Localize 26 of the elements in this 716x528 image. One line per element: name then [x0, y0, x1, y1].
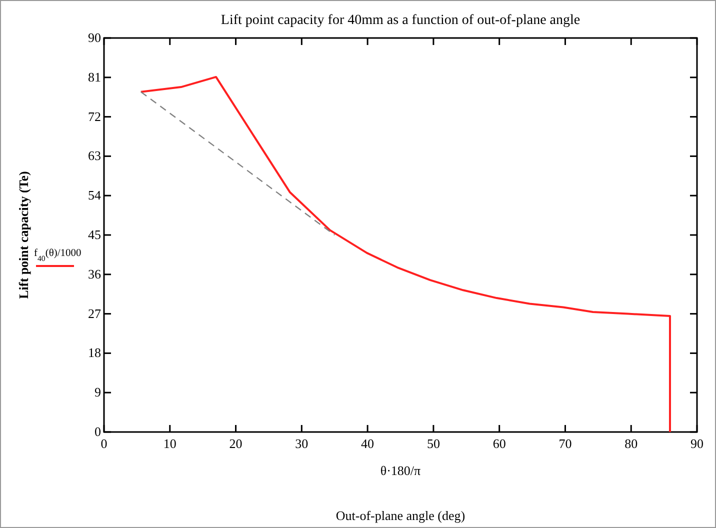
y-tick-label: 72	[88, 108, 101, 124]
y-tick-label: 9	[94, 384, 101, 400]
line-series	[140, 76, 671, 433]
text: θ·180/π	[380, 463, 422, 478]
y-tick-label: 27	[88, 306, 102, 321]
text: f$_{40}$(θ)/1000	[34, 248, 82, 262]
y-tick-label: 63	[88, 148, 101, 164]
chart-title: Lift point capacity for 40mm as a function of out-of-plane angle	[220, 13, 580, 28]
x-tick-label: 10	[163, 436, 176, 451]
y-tick-label: 54	[88, 188, 102, 203]
x-tick-label: 80	[624, 436, 638, 451]
y-tick-label: 81	[88, 69, 101, 84]
x-tick-label: 40	[361, 436, 374, 451]
x-tick-label: 50	[426, 436, 440, 451]
y-tick-label: 45	[88, 227, 101, 242]
y-tick-label: 18	[88, 345, 101, 360]
x-tick-label: 90	[690, 436, 704, 451]
x-axis-title: Out-of-plane angle (deg)	[336, 508, 466, 523]
x-tick-label: 20	[229, 436, 242, 451]
y-tick-label: 0	[94, 424, 101, 439]
x-tick-label: 70	[558, 436, 572, 451]
y-tick-label: 90	[88, 30, 101, 45]
x-tick-label: 30	[295, 436, 308, 451]
x-tick-label: 60	[492, 436, 506, 451]
y-axis-title: Lift point capacity (Te)	[16, 171, 31, 299]
y-tick-label: 36	[88, 266, 102, 282]
